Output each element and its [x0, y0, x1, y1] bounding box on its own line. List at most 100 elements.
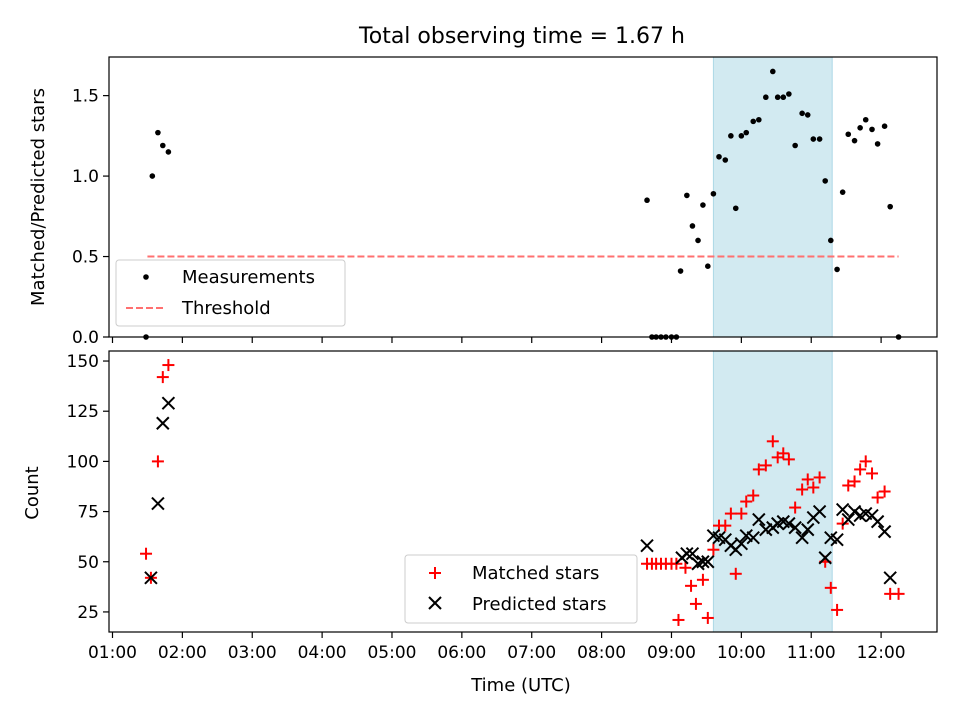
matched-stars-point	[878, 485, 891, 498]
predicted-stars-point	[734, 536, 749, 551]
count-panel-y-label: Count	[22, 466, 43, 519]
measurements-point	[769, 68, 776, 75]
matched-stars-point	[162, 359, 175, 372]
measurements-point	[799, 110, 805, 117]
y-tick-label: 0.5	[72, 248, 99, 268]
x-tick-label: 12:00	[857, 643, 906, 663]
predicted-stars-point	[680, 547, 694, 561]
legend-predicted-label: Predicted stars	[472, 594, 606, 615]
predicted-stars-point	[696, 555, 710, 569]
matched-stars-point	[848, 475, 861, 488]
matched-stars-point	[707, 543, 720, 556]
matched-stars-point	[782, 453, 795, 466]
matched-stars-point	[831, 603, 844, 616]
measurements-point	[750, 118, 757, 125]
matched-stars-point	[892, 587, 905, 600]
x-tick-label: 03:00	[228, 643, 277, 663]
ratio-panel: 0.0 0.5 1.0 1.5 Matched/Predicted stars Mea…	[28, 56, 938, 348]
measurements-point	[732, 205, 739, 212]
matched-stars-point	[766, 435, 779, 448]
measurements-point	[816, 136, 823, 142]
matched-stars-point	[140, 547, 153, 560]
predicted-stars-point	[877, 524, 892, 539]
matched-stars-point	[752, 463, 765, 476]
matched-stars-point	[759, 459, 772, 472]
legend-matched-marker	[429, 567, 441, 579]
ratio-panel-y-label: Matched/Predicted stars	[28, 88, 49, 306]
predicted-stars-point	[812, 504, 827, 519]
x-tick-label: 09:00	[647, 643, 696, 663]
measurements-point	[834, 266, 840, 273]
measurements-point	[804, 112, 811, 118]
ratio-panel-y-axis: 0.0 0.5 1.0 1.5	[72, 87, 109, 348]
matched-stars-point	[696, 573, 709, 586]
x-tick-label: 11:00	[787, 643, 836, 663]
predicted-stars-point	[746, 530, 760, 545]
figure-title: Total observing time = 1.67 h	[358, 24, 685, 49]
measurements-point	[165, 149, 172, 155]
measurements-point	[160, 142, 166, 149]
count-panel: 25 50 75 100 125 150 01:00 02:00 03:00 04:00 05:0…	[22, 350, 938, 696]
matched-stars-point	[719, 519, 732, 532]
ratio-panel-x-axis	[111, 337, 882, 343]
predicted-stars-point	[156, 416, 170, 430]
measurements-point	[857, 125, 863, 131]
predicted-stars-point	[835, 502, 850, 517]
predicted-stars-point	[640, 538, 654, 553]
legend-matched-label: Matched stars	[472, 563, 599, 584]
matched-stars-point	[824, 581, 837, 594]
predicted-stars-point	[870, 514, 885, 529]
measurements-point	[822, 178, 829, 184]
legend-box	[115, 259, 346, 327]
measurements-point	[881, 123, 888, 129]
count-panel-x-label: Time (UTC)	[470, 675, 571, 696]
predicted-stars-point	[818, 551, 832, 565]
y-tick-label: 1.5	[72, 87, 99, 107]
measurements-point	[810, 136, 817, 142]
x-tick-label: 06:00	[437, 643, 486, 663]
measurements-point	[695, 237, 701, 244]
measurements-point	[743, 129, 750, 136]
measurements-point	[869, 126, 875, 133]
matched-stars-point	[701, 611, 714, 624]
measurements-point	[677, 268, 684, 274]
x-tick-label: 04:00	[298, 643, 347, 663]
matched-stars-point	[151, 455, 164, 468]
matched-stars-point	[801, 473, 814, 486]
matched-stars-point	[836, 517, 849, 530]
count-panel-legend: Matched stars Predicted stars	[404, 554, 638, 624]
y-tick-label: 100	[67, 452, 99, 472]
measurements-point	[887, 203, 893, 210]
matched-stars-point	[854, 463, 867, 476]
matched-stars-point	[789, 501, 802, 514]
legend-measurements-marker	[143, 274, 149, 280]
count-panel-marks	[140, 359, 905, 626]
predicted-stars-point	[788, 520, 802, 535]
measurements-point	[780, 94, 787, 101]
count-panel-frame	[108, 350, 938, 633]
predicted-stars-point	[701, 555, 715, 569]
matched-stars-point	[807, 481, 820, 494]
measurements-point	[728, 133, 734, 139]
measurements-point	[710, 190, 717, 197]
x-tick-label: 07:00	[507, 643, 556, 663]
matched-stars-point	[679, 561, 692, 574]
measurements-point	[738, 133, 745, 139]
matched-stars-point	[156, 371, 169, 384]
measurements-point	[756, 116, 762, 123]
measurements-point	[700, 202, 706, 208]
predicted-stars-point	[161, 396, 176, 410]
y-tick-label: 50	[77, 553, 99, 573]
y-tick-label: 75	[77, 503, 99, 523]
matched-stars-point	[672, 613, 685, 626]
measurements-point	[149, 173, 156, 179]
predicted-stars-point	[782, 516, 796, 531]
x-tick-label: 01:00	[88, 643, 137, 663]
y-tick-label: 1.0	[72, 167, 99, 187]
matched-stars-point	[735, 507, 748, 520]
matched-stars-point	[685, 579, 698, 592]
matched-stars-point	[866, 467, 879, 480]
matched-stars-point	[729, 567, 742, 580]
measurements-point	[827, 237, 834, 244]
